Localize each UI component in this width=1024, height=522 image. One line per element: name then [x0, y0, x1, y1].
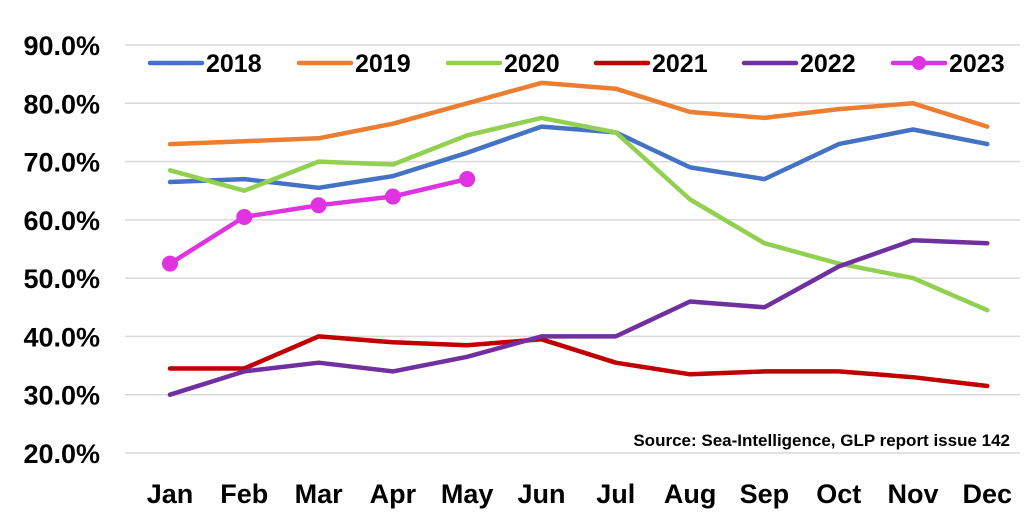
legend-label-2021: 2021	[652, 50, 708, 78]
data-point-2023	[236, 208, 253, 225]
y-tick-label: 60.0%	[23, 206, 100, 236]
series-line-2018	[167, 124, 990, 191]
legend-label-2018: 2018	[206, 50, 262, 78]
x-tick-label: Jun	[517, 479, 565, 509]
x-tick-label: Jul	[596, 479, 635, 509]
series-line-2023	[167, 176, 470, 266]
series-line-2019	[167, 80, 990, 147]
legend-label-2022: 2022	[800, 50, 856, 78]
y-tick-label: 20.0%	[23, 439, 100, 469]
y-tick-label: 90.0%	[23, 31, 100, 61]
x-tick-label: Sep	[740, 479, 790, 509]
series-line-2022	[167, 238, 990, 397]
x-tick-label: Dec	[963, 479, 1013, 509]
y-tick-label: 80.0%	[23, 89, 100, 119]
data-point-2023	[310, 197, 327, 214]
series-lines	[162, 80, 990, 397]
x-tick-label: Jan	[147, 479, 194, 509]
legend-label-2019: 2019	[355, 50, 411, 78]
y-axis: 90.0% 80.0% 70.0% 60.0% 50.0% 40.0% 30.0% 20.0%	[23, 31, 100, 469]
legend-label-2020: 2020	[504, 50, 560, 78]
data-point-2023	[384, 188, 401, 205]
y-tick-label: 50.0%	[23, 264, 100, 294]
legend-marker-2023	[912, 56, 926, 70]
x-tick-label: Aug	[664, 479, 716, 509]
y-tick-label: 70.0%	[23, 148, 100, 178]
x-tick-label: Feb	[220, 479, 268, 509]
y-tick-label: 40.0%	[23, 322, 100, 352]
x-tick-label: Apr	[370, 479, 417, 509]
series-line-2021	[167, 334, 990, 389]
x-tick-label: Oct	[816, 479, 861, 509]
data-point-2023	[459, 171, 476, 188]
x-tick-label: May	[441, 479, 494, 509]
source-note: Source: Sea-Intelligence, GLP report iss…	[633, 431, 1010, 450]
legend-label-2023: 2023	[949, 50, 1005, 78]
y-tick-label: 30.0%	[23, 381, 100, 411]
data-point-2023	[162, 255, 178, 272]
x-axis: Jan Feb Mar Apr May Jun Jul Aug Sep Oct Nov Dec	[147, 479, 1012, 509]
x-tick-label: Mar	[295, 479, 344, 509]
series-line-2020	[167, 115, 990, 313]
x-tick-label: Nov	[887, 479, 938, 509]
legend: 2018 2019 2020 2021 2022 2023	[147, 50, 1005, 78]
